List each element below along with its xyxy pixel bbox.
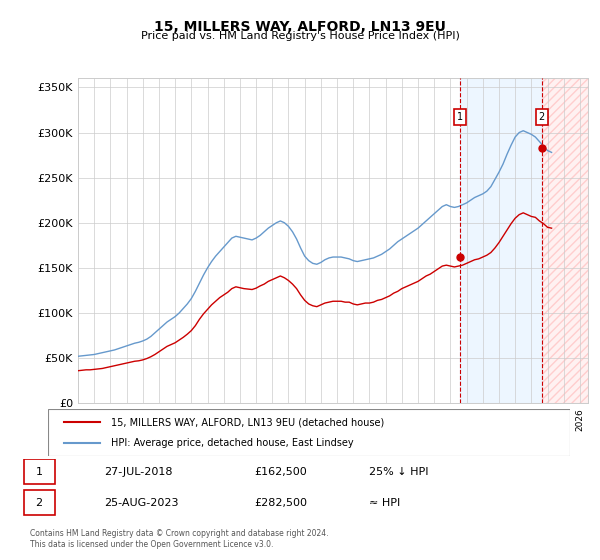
FancyBboxPatch shape: [23, 459, 55, 484]
Text: 1: 1: [457, 113, 463, 123]
Text: 1: 1: [35, 466, 43, 477]
Bar: [542, 78, 588, 403]
Bar: [460, 78, 542, 403]
Text: 15, MILLERS WAY, ALFORD, LN13 9EU: 15, MILLERS WAY, ALFORD, LN13 9EU: [154, 20, 446, 34]
Text: 25-AUG-2023: 25-AUG-2023: [104, 498, 179, 508]
Text: ≈ HPI: ≈ HPI: [369, 498, 400, 508]
Text: Contains HM Land Registry data © Crown copyright and database right 2024.
This d: Contains HM Land Registry data © Crown c…: [30, 529, 329, 549]
Text: £162,500: £162,500: [254, 466, 307, 477]
Text: 15, MILLERS WAY, ALFORD, LN13 9EU (detached house): 15, MILLERS WAY, ALFORD, LN13 9EU (detac…: [110, 417, 384, 427]
Text: 25% ↓ HPI: 25% ↓ HPI: [369, 466, 428, 477]
Text: HPI: Average price, detached house, East Lindsey: HPI: Average price, detached house, East…: [110, 438, 353, 448]
Text: 27-JUL-2018: 27-JUL-2018: [104, 466, 173, 477]
Text: Price paid vs. HM Land Registry's House Price Index (HPI): Price paid vs. HM Land Registry's House …: [140, 31, 460, 41]
FancyBboxPatch shape: [23, 491, 55, 515]
FancyBboxPatch shape: [48, 409, 570, 456]
Bar: [542, 78, 588, 403]
Text: £282,500: £282,500: [254, 498, 307, 508]
Text: 2: 2: [539, 113, 545, 123]
Text: 2: 2: [35, 498, 43, 508]
